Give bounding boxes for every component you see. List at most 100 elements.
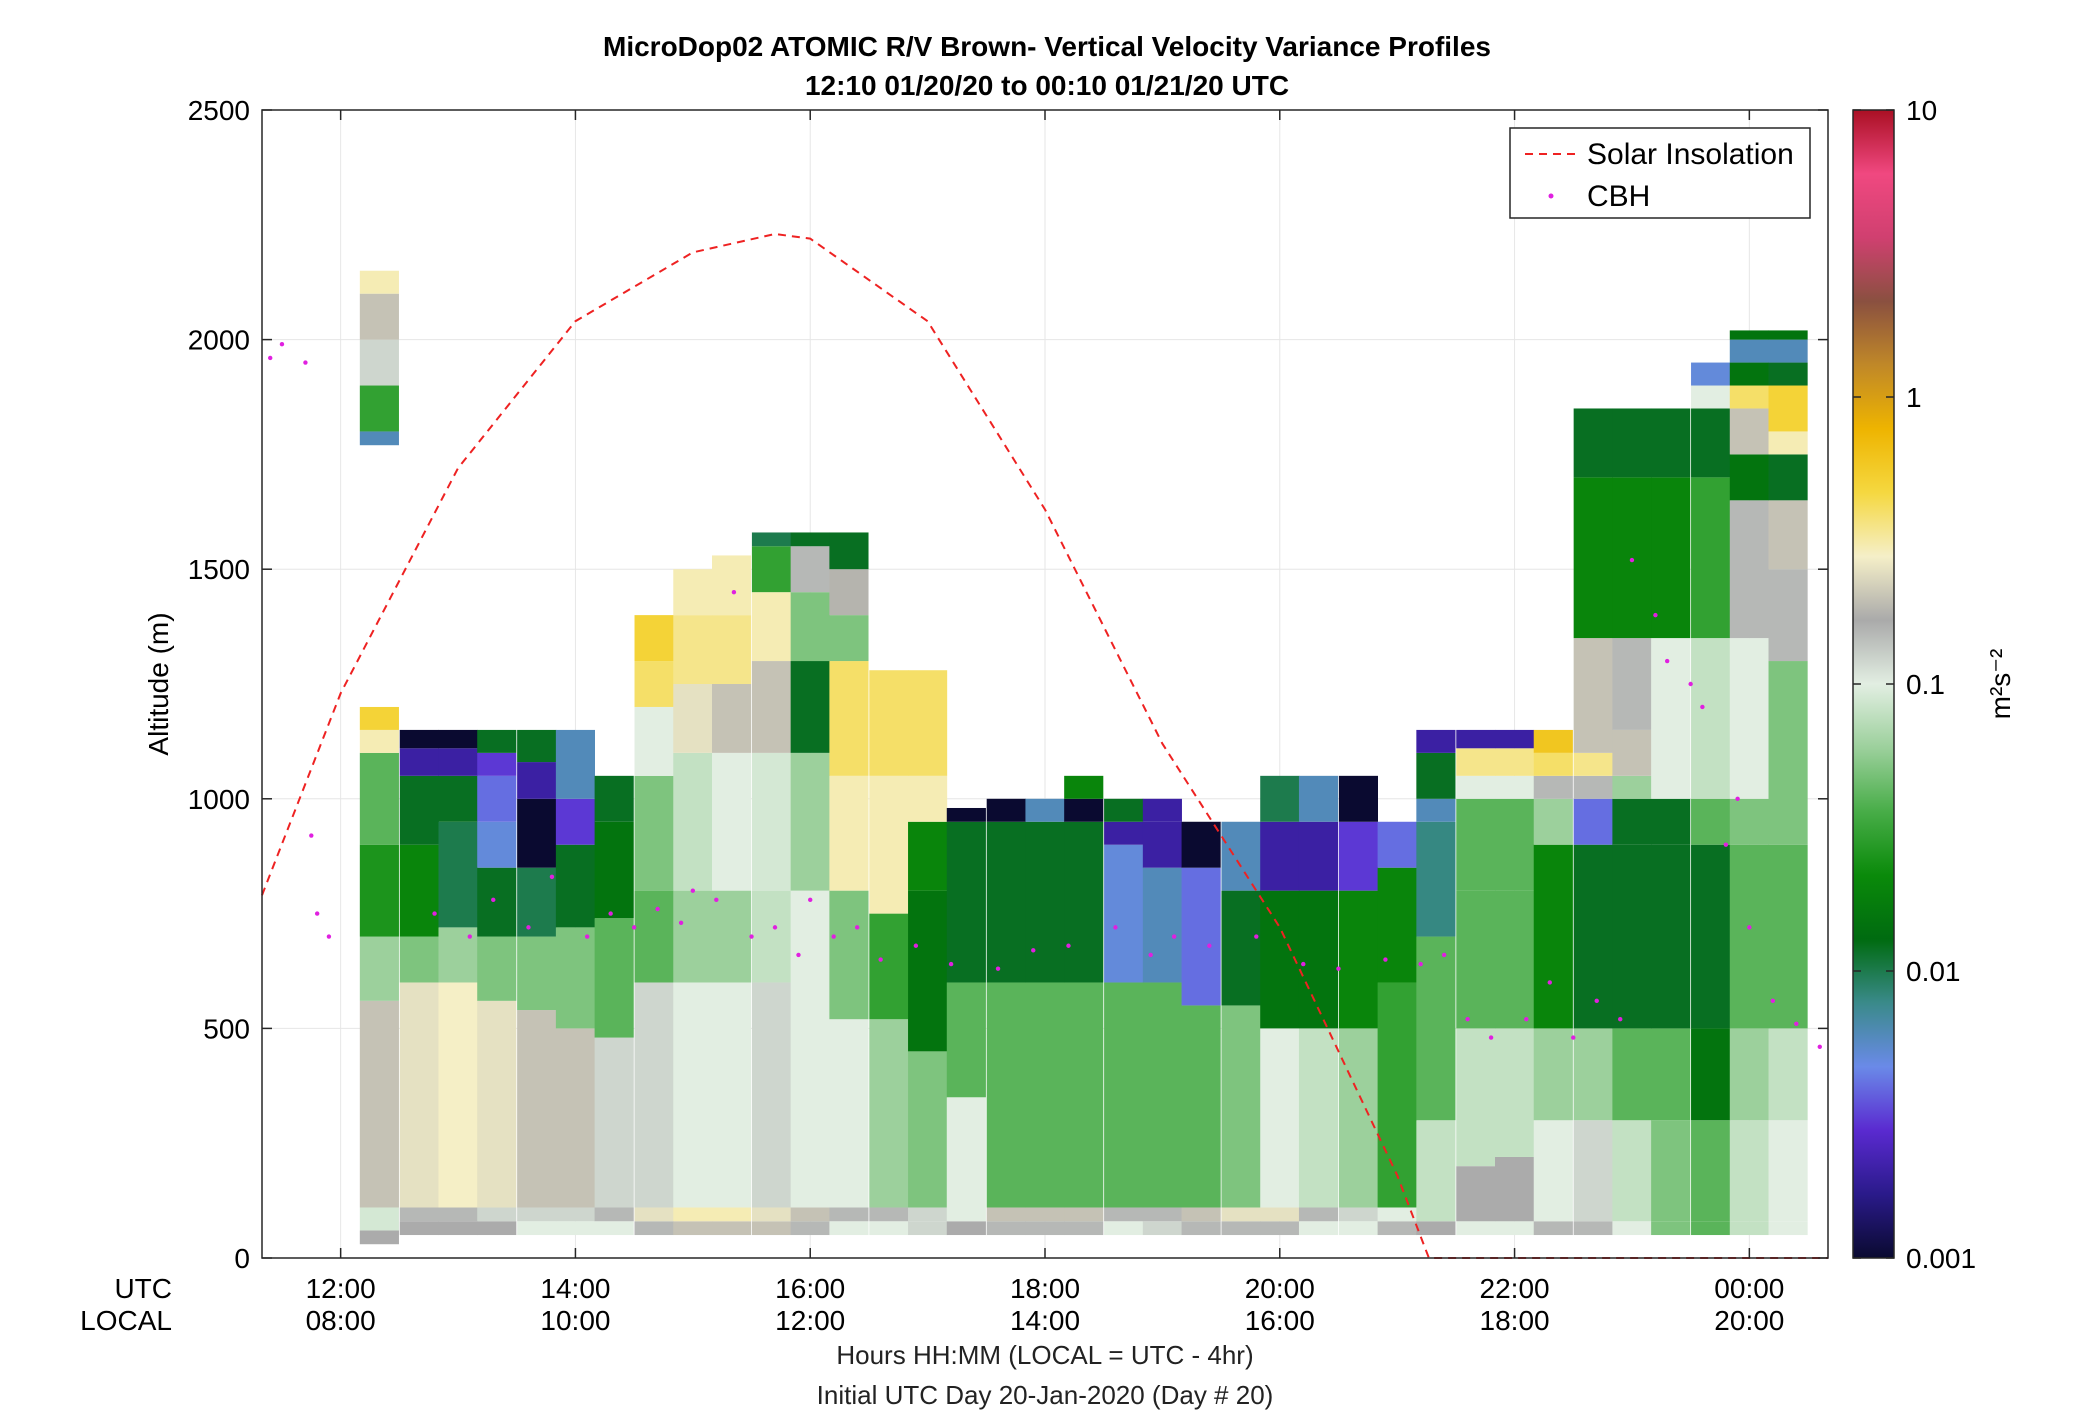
cbh-point-25: [878, 957, 883, 962]
legend-solar-label: Solar Insolation: [1587, 138, 1794, 171]
y-tick-label-4: 2000: [188, 325, 250, 356]
variance-cell-26-3: [1338, 890, 1378, 1029]
variance-cell-25-4: [1298, 821, 1339, 891]
variance-cell-36-5: [1729, 638, 1769, 799]
variance-cell-22-1: [1181, 1207, 1221, 1222]
variance-cell-9-3: [673, 890, 713, 983]
variance-cell-8-4: [634, 775, 674, 891]
x-axis-label: Hours HH:MM (LOCAL = UTC - 4hr): [836, 1340, 1253, 1370]
variance-cell-16-4: [946, 807, 986, 822]
cbh-point-58: [1817, 1044, 1822, 1049]
variance-cell-29-1: [1456, 1166, 1496, 1222]
chart-subtitle: 12:10 01/20/20 to 00:10 01/21/20 UTC: [805, 70, 1289, 101]
cbh-point-54: [1735, 796, 1740, 801]
variance-cell-2-3: [399, 936, 439, 983]
variance-cell-29-7: [1456, 729, 1496, 749]
variance-cell-11-7: [751, 546, 792, 593]
variance-cell-3-0: [438, 1221, 478, 1236]
x-tick-utc-0: 12:00: [306, 1273, 376, 1304]
variance-cell-19-0: [1064, 1221, 1104, 1236]
variance-cell-22-3: [1181, 867, 1221, 1006]
cbh-point-4: [314, 911, 320, 916]
variance-cell-31-5: [1533, 775, 1573, 799]
variance-cell-1-5: [359, 752, 399, 845]
variance-cell-24-2: [1260, 1028, 1300, 1208]
variance-cell-2-7: [399, 729, 439, 749]
cbh-point-12: [608, 911, 613, 916]
cbh-point-10: [549, 874, 555, 880]
variance-cell-34-1: [1651, 1120, 1691, 1222]
variance-cell-10-6: [712, 615, 752, 684]
y-tick-label-1: 500: [203, 1013, 250, 1044]
variance-cell-32-2: [1573, 1028, 1613, 1121]
variance-cell-12-8: [790, 532, 830, 547]
variance-cell-7-4: [594, 821, 634, 919]
cbh-point-49: [1653, 612, 1658, 618]
variance-cell-9-1: [673, 1207, 713, 1222]
variance-cell-33-2: [1612, 1028, 1652, 1121]
x-row-label-utc: UTC: [114, 1273, 172, 1304]
y-axis: 0 500 1000 1500 2000 2500: [188, 95, 1828, 1274]
variance-cell-31-7: [1533, 729, 1573, 753]
variance-cell-32-1: [1573, 1120, 1613, 1222]
variance-cell-11-1: [751, 1207, 792, 1222]
variance-cell-8-0: [634, 1221, 674, 1236]
variance-cell-18-0: [1025, 1221, 1065, 1236]
cbh-point-1: [279, 341, 285, 347]
variance-cell-7-0: [594, 1221, 634, 1236]
variance-cell-3-4: [438, 821, 478, 928]
variance-cell-36-9: [1729, 385, 1769, 409]
variance-cell-5-7: [517, 729, 557, 763]
variance-cell-14-5: [869, 670, 909, 776]
variance-cell-37-0: [1768, 1221, 1808, 1236]
variance-cell-11-0: [751, 1221, 792, 1236]
variance-cell-23-4: [1221, 821, 1261, 891]
variance-cell-8-7: [634, 615, 674, 662]
variance-cell-10-2: [712, 982, 752, 1208]
variance-cell-13-2: [829, 1019, 869, 1208]
variance-cell-27-4: [1377, 821, 1417, 868]
variance-cell-2-2: [399, 982, 439, 1208]
cbh-point-3: [309, 833, 314, 838]
variance-cell-33-7: [1612, 638, 1652, 730]
y-tick-label-5: 2500: [188, 95, 250, 126]
cbh-point-16: [690, 888, 696, 893]
variance-cell-23-0: [1221, 1221, 1261, 1236]
variance-cell-30-3: [1495, 890, 1535, 1029]
variance-cell-22-4: [1181, 821, 1221, 868]
variance-cell-18-2: [1025, 982, 1065, 1208]
variance-cell-4-3: [477, 936, 517, 1001]
x-row-label-local: LOCAL: [80, 1305, 172, 1336]
variance-cell-30-5: [1495, 775, 1535, 799]
cbh-point-18: [731, 589, 737, 595]
cbh-point-23: [831, 934, 836, 939]
variance-cell-13-6: [829, 615, 869, 662]
variance-cell-1-0: [359, 1230, 399, 1245]
variance-cell-36-4: [1729, 798, 1769, 845]
variance-cell-11-6: [751, 592, 792, 662]
variance-cell-16-2: [946, 982, 986, 1098]
y-tick-label-0: 0: [234, 1243, 250, 1274]
variance-cell-4-7: [477, 752, 517, 776]
cbh-point-36: [1301, 961, 1306, 967]
variance-cell-5-5: [517, 798, 557, 868]
variance-cell-19-2: [1064, 982, 1104, 1208]
x-tick-local-5: 18:00: [1480, 1305, 1550, 1336]
legend: Solar Insolation CBH: [1509, 127, 1811, 219]
variance-cell-35-7: [1691, 408, 1731, 478]
variance-cell-1-4: [359, 844, 399, 937]
variance-cell-2-1: [399, 1207, 439, 1222]
variance-cell-15-5: [908, 775, 948, 822]
variance-cell-11-4: [751, 752, 792, 891]
variance-cell-28-0: [1416, 1221, 1456, 1236]
x-tick-utc-4: 20:00: [1245, 1273, 1315, 1304]
variance-cell-20-2: [1104, 982, 1144, 1208]
variance-cell-29-5: [1456, 775, 1496, 799]
variance-cell-8-5: [634, 706, 674, 776]
variance-cell-21-3: [1142, 867, 1182, 983]
variance-cell-27-0: [1377, 1221, 1417, 1236]
cbh-point-43: [1524, 1017, 1529, 1022]
variance-cell-5-3: [517, 936, 557, 1011]
variance-cell-12-4: [790, 752, 830, 891]
variance-cell-23-2: [1221, 1005, 1261, 1208]
